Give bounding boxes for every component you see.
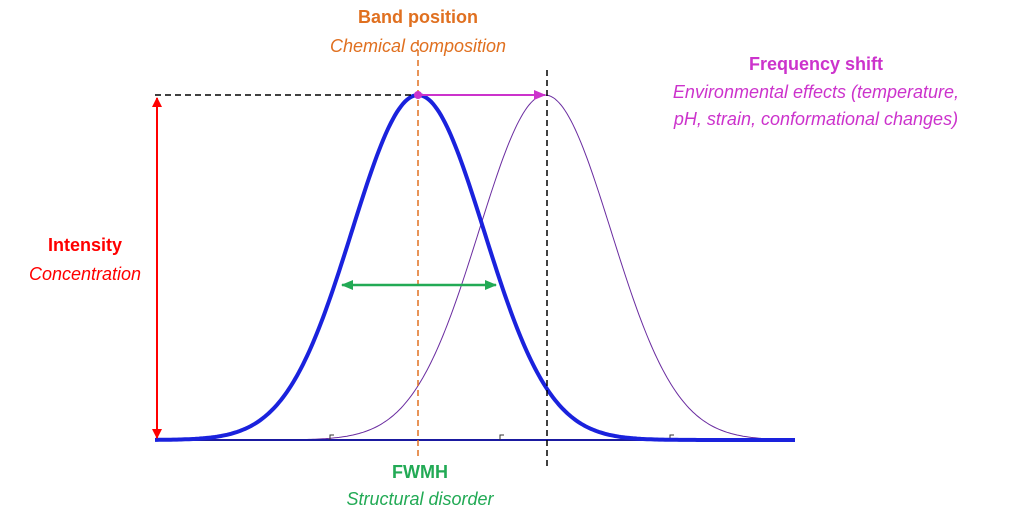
- intensity-title: Intensity: [48, 235, 122, 255]
- fwhm-title: FWMH: [392, 462, 448, 482]
- band-subtitle: Chemical composition: [330, 36, 506, 56]
- intensity-subtitle: Concentration: [29, 264, 141, 284]
- peak-dot: [414, 91, 422, 99]
- curves: [155, 93, 795, 442]
- shift-title: Frequency shift: [749, 54, 883, 74]
- fwhm-subtitle: Structural disorder: [346, 489, 494, 509]
- main-peak: [155, 93, 795, 442]
- shifted-peak: [155, 94, 795, 441]
- shift-line: pH, strain, conformational changes): [673, 109, 958, 129]
- band-title: Band position: [358, 7, 478, 27]
- shift-line: Environmental effects (temperature,: [673, 82, 959, 102]
